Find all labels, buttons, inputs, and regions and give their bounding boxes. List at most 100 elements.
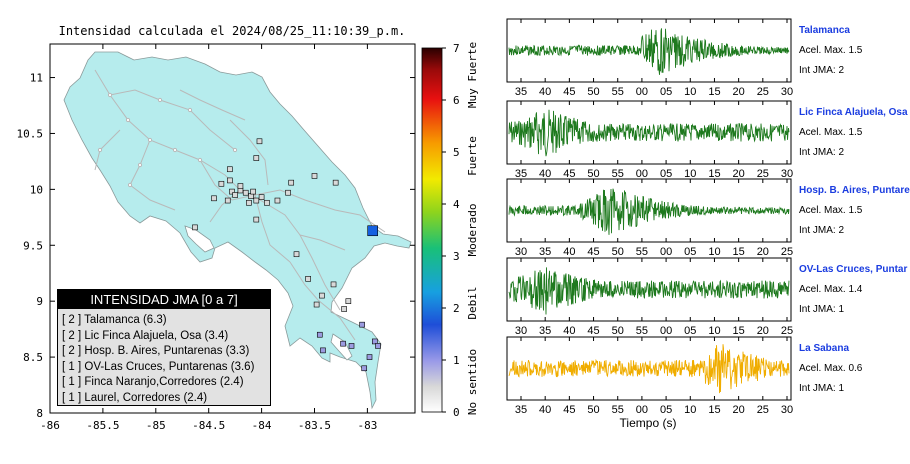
intensity-colorbar: 0 1 2 3 4 5 6 7 No sentido Debil Moderado Fuerte Mu… [421, 42, 479, 419]
waveform-trace [508, 344, 790, 394]
jma-intensity: Int JMA: 1 [799, 304, 844, 315]
colorbar-ticks: 0 1 2 3 4 5 6 7 [442, 42, 460, 419]
time-tick-label: 50 [587, 404, 599, 416]
station-marker [341, 306, 347, 312]
colorbar-tick-label: 1 [453, 354, 460, 367]
y-tick-label: 9.5 [23, 239, 43, 252]
time-tick-label: 40 [563, 325, 575, 337]
max-acceleration: Acel. Max. 1.5 [799, 127, 863, 138]
time-tick-label: 30 [515, 246, 527, 258]
town-dot [157, 97, 163, 103]
colorbar-category-label: Muy Fuerte [466, 42, 479, 108]
station-marker [359, 321, 365, 328]
time-tick-label: 45 [587, 325, 599, 337]
colorbar-gradient [421, 47, 443, 413]
station-marker [246, 199, 252, 206]
time-tick-label: 55 [636, 325, 648, 337]
epicenter-marker[interactable] [367, 225, 378, 237]
station-marker [253, 197, 260, 204]
road [229, 119, 269, 186]
town-dot [137, 162, 143, 168]
station-marker [313, 301, 320, 308]
time-tick-label: 10 [684, 86, 696, 98]
nicoya-gulf-inner [184, 225, 215, 253]
station-marker [319, 292, 325, 299]
time-tick-label: 20 [733, 168, 745, 180]
town-dot [97, 147, 103, 153]
time-tick-label: 45 [563, 404, 575, 416]
station-marker [316, 331, 323, 338]
time-axis-label: Tiempo (s) [620, 416, 677, 430]
waveform-panel: 35 40 45 50 55 00 05 10 15 20 25 30 Lic Finca Alajue… [506, 100, 908, 180]
time-tick-label: 35 [539, 325, 551, 337]
time-tick-label: 55 [612, 168, 624, 180]
time-tick-label: 30 [781, 86, 793, 98]
station-marker [211, 195, 217, 202]
station-name: Lic Finca Alajuela, Osa [799, 107, 908, 118]
station-name: La Sabana [799, 343, 849, 354]
time-tick-label: 50 [612, 325, 624, 337]
town-dot [187, 107, 193, 113]
station-marker [229, 188, 235, 195]
x-tick-label: -85 [146, 419, 166, 432]
time-tick-label: 10 [708, 246, 720, 258]
station-marker [348, 343, 355, 349]
colorbar-category-label: Debil [466, 286, 479, 319]
time-tick-label: 15 [733, 246, 745, 258]
legend-row: [ 1 ] Laurel, Corredores (2.4) [62, 391, 208, 404]
colorbar-tick-label: 5 [453, 146, 460, 159]
station-marker [256, 138, 263, 145]
time-tick-label: 50 [587, 168, 599, 180]
time-tick-label: 20 [757, 325, 769, 337]
station-marker [253, 155, 260, 161]
time-tick-label: 15 [708, 168, 720, 180]
station-marker [253, 216, 260, 223]
jma-intensity: Int JMA: 2 [799, 65, 844, 76]
y-tick-label: 9 [36, 295, 43, 308]
colorbar-tick-label: 2 [453, 302, 460, 315]
road [299, 234, 346, 251]
time-tick-label: 00 [636, 168, 648, 180]
station-marker [371, 338, 378, 345]
time-tick-label: 20 [733, 86, 745, 98]
time-tick-label: 15 [708, 404, 720, 416]
map-frame [49, 43, 416, 414]
colorbar-tick-label: 4 [453, 198, 460, 211]
town-dot [107, 92, 113, 98]
station-marker [227, 166, 233, 173]
town-dot [147, 137, 153, 143]
legend-row: [ 2 ] Talamanca (6.3) [62, 314, 167, 326]
road [254, 194, 291, 263]
time-tick-label: 55 [636, 246, 648, 258]
station-marker [192, 224, 198, 231]
station-marker [332, 179, 339, 186]
time-tick-label: 35 [515, 168, 527, 180]
time-tick-label: 45 [563, 168, 575, 180]
time-tick-label: 40 [563, 246, 575, 258]
jma-intensity: Int JMA: 2 [799, 225, 844, 236]
station-marker [311, 173, 318, 179]
road [199, 159, 386, 233]
station-marker [293, 251, 300, 258]
station-marker [242, 189, 249, 196]
town-dot [172, 147, 178, 153]
waveform-panel: 30 35 40 45 50 55 00 05 10 15 20 25 OV-Las Cruces, P… [506, 257, 907, 337]
station-markers [192, 138, 381, 372]
time-tick-label: 25 [757, 168, 769, 180]
station-marker [227, 177, 233, 184]
time-tick-label: 45 [587, 246, 599, 258]
legend-row: [ 1 ] Finca Naranjo,Corredores (2.4) [62, 376, 244, 388]
time-tick-label: 30 [781, 404, 793, 416]
time-tick-label: 05 [660, 86, 672, 98]
x-tick-label: -83.5 [298, 419, 331, 432]
station-marker [264, 199, 270, 206]
y-tick-label: 11 [30, 72, 43, 85]
time-tick-label: 05 [684, 325, 696, 337]
time-tick-label: 55 [612, 404, 624, 416]
time-tick-label: 20 [757, 246, 769, 258]
time-tick-label: 00 [660, 246, 672, 258]
map-axes: -86 -85.5 -85 -84.5 -84 -83.5 -83 11 10.5 10 9.5 9 8… [17, 44, 415, 432]
station-marker [224, 197, 231, 204]
map-title: Intensidad calculada el 2024/08/25_11:10… [59, 24, 406, 38]
